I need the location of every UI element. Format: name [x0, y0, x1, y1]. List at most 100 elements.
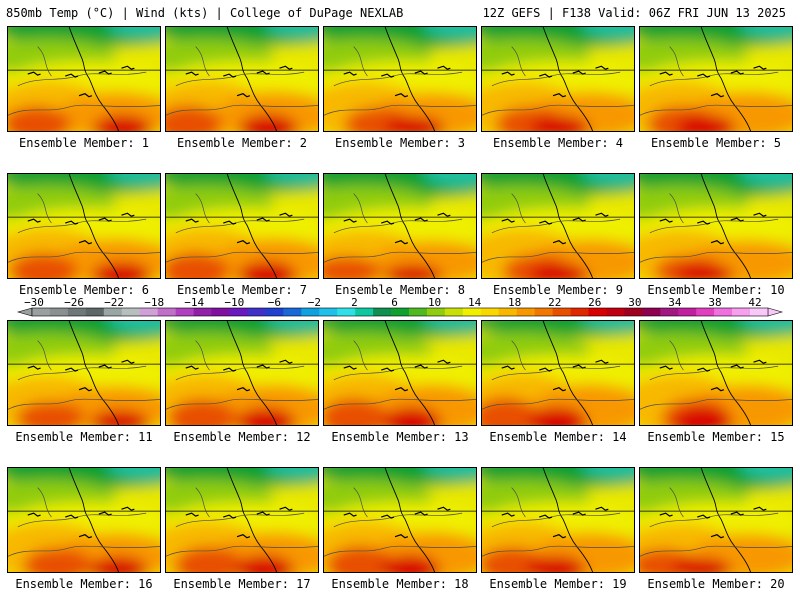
colorbar-swatch: [247, 308, 266, 316]
member-map-11: [7, 320, 161, 426]
colorbar-swatch: [552, 308, 571, 316]
colorbar-swatch: [498, 308, 517, 316]
colorbar-tick-label: −18: [144, 296, 164, 309]
colorbar-swatch: [157, 308, 176, 316]
member-label-13: Ensemble Member: 13: [331, 430, 469, 444]
member-map-4: [481, 26, 635, 132]
colorbar-tick-label: −10: [224, 296, 244, 309]
member-label-8: Ensemble Member: 8: [334, 283, 466, 297]
member-map-10: [639, 173, 793, 279]
member-map-8: [323, 173, 477, 279]
member-label-18: Ensemble Member: 18: [331, 577, 469, 591]
colorbar-tick-label: 22: [548, 296, 561, 309]
colorbar-swatch: [103, 308, 123, 316]
colorbar-swatch: [570, 308, 589, 316]
colorbar-tick-label: 18: [508, 296, 521, 309]
member-map-19: [481, 467, 635, 573]
colorbar-tick-label: −26: [64, 296, 84, 309]
colorbar-swatch: [301, 308, 320, 316]
colorbar-swatch: [714, 308, 733, 316]
member-map-15: [639, 320, 793, 426]
colorbar-swatch: [462, 308, 482, 316]
colorbar-swatch: [32, 308, 51, 316]
colorbar-tick-label: 30: [628, 296, 641, 309]
colorbar-swatch: [660, 308, 679, 316]
colorbar-swatch: [373, 308, 392, 316]
member-label-9: Ensemble Member: 9: [492, 283, 624, 297]
colorbar-tick-label: −2: [308, 296, 321, 309]
colorbar-swatch: [750, 308, 769, 316]
member-label-5: Ensemble Member: 5: [650, 136, 782, 150]
colorbar-swatch: [444, 308, 464, 316]
colorbar-tick-label: −22: [104, 296, 124, 309]
colorbar-swatch: [49, 308, 69, 316]
member-label-10: Ensemble Member: 10: [647, 283, 785, 297]
colorbar-swatch: [265, 308, 284, 316]
temperature-colorbar: −30 −26 −22 −18 −14 −10 −6 −2 2 6 10 14 18 22 26 30 34 38…: [14, 296, 786, 318]
member-label-17: Ensemble Member: 17: [173, 577, 311, 591]
member-map-17: [165, 467, 319, 573]
colorbar-swatch: [319, 308, 338, 316]
colorbar-swatch: [642, 308, 661, 316]
colorbar-swatch: [696, 308, 715, 316]
colorbar-tick-label: −14: [184, 296, 204, 309]
colorbar-swatch: [139, 308, 158, 316]
member-map-12: [165, 320, 319, 426]
member-map-6: [7, 173, 161, 279]
member-map-9: [481, 173, 635, 279]
colorbar-swatch: [426, 308, 446, 316]
colorbar-swatch: [337, 308, 356, 316]
colorbar-swatch: [229, 308, 248, 316]
model-run-info: 12Z GEFS | F138 Valid: 06Z FRI JUN 13 20…: [482, 6, 786, 20]
member-label-12: Ensemble Member: 12: [173, 430, 311, 444]
member-map-5: [639, 26, 793, 132]
member-label-14: Ensemble Member: 14: [489, 430, 627, 444]
map-title: 850mb Temp (°C) | Wind (kts) | College o…: [6, 6, 404, 20]
member-map-14: [481, 320, 635, 426]
member-label-20: Ensemble Member: 20: [647, 577, 785, 591]
colorbar-tick-label: 26: [588, 296, 601, 309]
colorbar-swatch: [408, 308, 428, 316]
colorbar-right-arrow: [767, 307, 784, 317]
member-label-1: Ensemble Member: 1: [18, 136, 150, 150]
colorbar-tick-label: 38: [708, 296, 721, 309]
member-map-7: [165, 173, 319, 279]
colorbar-swatch: [85, 308, 105, 316]
member-label-6: Ensemble Member: 6: [18, 283, 150, 297]
member-label-15: Ensemble Member: 15: [647, 430, 785, 444]
colorbar-swatch: [175, 308, 194, 316]
colorbar-swatch: [193, 308, 212, 316]
colorbar-tick-label: 2: [351, 296, 358, 309]
colorbar-swatch: [624, 308, 643, 316]
colorbar-tick-label: 42: [748, 296, 761, 309]
colorbar-swatch: [391, 308, 410, 316]
member-label-19: Ensemble Member: 19: [489, 577, 627, 591]
colorbar-tick-label: 34: [668, 296, 682, 309]
member-label-7: Ensemble Member: 7: [176, 283, 308, 297]
member-label-16: Ensemble Member: 16: [15, 577, 153, 591]
member-label-4: Ensemble Member: 4: [492, 136, 624, 150]
member-label-11: Ensemble Member: 11: [15, 430, 153, 444]
member-map-2: [165, 26, 319, 132]
member-label-2: Ensemble Member: 2: [176, 136, 308, 150]
member-map-1: [7, 26, 161, 132]
colorbar-swatch: [355, 308, 374, 316]
colorbar-swatch: [588, 308, 607, 316]
colorbar-swatch: [516, 308, 535, 316]
colorbar-swatch: [283, 308, 302, 316]
colorbar-tick-label: −30: [24, 296, 44, 309]
member-map-13: [323, 320, 477, 426]
member-map-16: [7, 467, 161, 573]
colorbar-swatch: [606, 308, 625, 316]
colorbar-swatch: [121, 308, 141, 316]
colorbar-swatch: [67, 308, 87, 316]
colorbar-swatch: [480, 308, 500, 316]
colorbar-tick-label: 6: [391, 296, 398, 309]
colorbar-tick-label: −6: [268, 296, 281, 309]
colorbar-tick-label: 14: [468, 296, 482, 309]
colorbar-left-arrow: [16, 307, 33, 317]
member-label-3: Ensemble Member: 3: [334, 136, 466, 150]
colorbar-swatch: [534, 308, 553, 316]
colorbar-swatch: [678, 308, 697, 316]
colorbar-tick-label: 10: [428, 296, 441, 309]
